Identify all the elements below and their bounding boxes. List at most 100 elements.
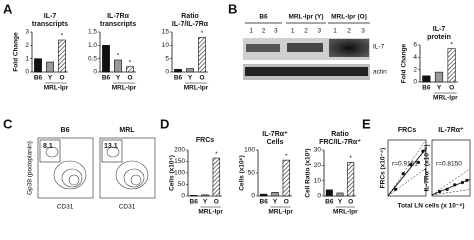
bar: [282, 159, 291, 197]
y-tick-label: 0.5: [88, 55, 97, 62]
blot-row-label: IL-7: [373, 44, 385, 51]
bar: [58, 39, 66, 73]
blot-band: [246, 44, 280, 52]
y-tick-label: 0: [93, 69, 97, 76]
group-label: MRL-lpr: [112, 85, 137, 92]
gate-value: 8.1: [43, 143, 53, 150]
page: A B C D E IL-7 actin B6 MRL 8.1 13.1 Gp3…: [3, 1, 471, 216]
lane-label: 3: [361, 28, 365, 35]
figure: A B C D E IL-7 actin B6 MRL 8.1 13.1 Gp3…: [3, 1, 471, 216]
flow-title: MRL: [119, 127, 135, 134]
bar: [186, 68, 194, 73]
y-tick-label: 6: [413, 42, 417, 49]
y-tick-label: 150: [174, 158, 185, 165]
bar: [46, 61, 54, 73]
lane-label: 2: [347, 28, 351, 35]
annotation: r=0.9161: [392, 161, 418, 168]
x-tick-label: O: [449, 85, 454, 92]
significance: *: [349, 155, 352, 162]
panel-letter: A: [3, 1, 13, 16]
flow-plots: [37, 137, 156, 199]
confidence-line: [387, 139, 427, 196]
bar: [34, 58, 42, 73]
x-tick-label: Y: [273, 199, 278, 206]
y-tick-label: 50: [248, 170, 256, 177]
chart-title: transcripts: [32, 21, 68, 28]
y-label: Cells (x10⁴): [169, 155, 176, 191]
y-label: Cell Ratio (x10³): [305, 148, 312, 197]
y-tick-label: 0: [251, 193, 255, 200]
blot-group-label: MRL-lpr (O): [331, 14, 367, 21]
plot-frame: [387, 139, 427, 197]
panel-letter: C: [3, 116, 13, 131]
chart-title: Ratio: [331, 131, 349, 138]
y-tick-label: 15: [162, 29, 170, 36]
y-label: Fold Change: [401, 43, 408, 83]
y-label: Cells (x10⁶): [239, 155, 246, 191]
bar: [347, 161, 355, 197]
significance: *: [285, 153, 288, 160]
confidence-line: [387, 168, 427, 197]
x-tick-label: B6: [34, 75, 43, 82]
flow-x-label: CD31: [57, 204, 74, 211]
blot-group-label: MRL-lpr (Y): [288, 14, 323, 21]
group-label: MRL-lpr: [268, 209, 293, 216]
x-tick-label: B6: [260, 199, 269, 206]
bar: [114, 59, 122, 73]
y-label: IL-7Rα⁺ (x10⁻⁶): [424, 144, 431, 191]
chart-title: FRCs: [398, 127, 416, 134]
lane-label: 2: [262, 28, 266, 35]
significance: *: [61, 33, 64, 40]
x-tick-label: B6: [102, 75, 111, 82]
blot-group-label: B6: [259, 14, 268, 21]
y-tick-label: 0: [165, 69, 169, 76]
lane-label: 1: [333, 28, 337, 35]
fit-line: [431, 178, 471, 196]
panel-letter: E: [362, 116, 371, 131]
y-tick-label: 200: [174, 147, 185, 154]
chart-title: IL-7Rα⁺: [438, 127, 464, 134]
y-tick-label: 1.0: [88, 42, 97, 49]
significance: *: [450, 41, 453, 48]
bar: [422, 75, 431, 83]
confidence-line: [431, 189, 471, 196]
x-tick-label: B6: [325, 199, 334, 206]
chart-title: FRC/IL-7Rα⁺: [319, 139, 361, 146]
x-tick-label: O: [284, 199, 289, 206]
chart-title: IL-7Rα: [107, 13, 130, 20]
x-tick-label: O: [199, 75, 204, 82]
blot-row-label: actin: [373, 69, 387, 76]
y-tick-label: 50: [178, 181, 186, 188]
significance: *: [215, 151, 218, 158]
x-tick-label: Y: [338, 199, 343, 206]
bar: [174, 69, 182, 73]
y-tick-label: 3: [25, 29, 29, 36]
y-label: Fold Change: [13, 32, 20, 72]
bar: [259, 193, 268, 197]
x-tick-label: B6: [422, 85, 431, 92]
x-tick-label: O: [348, 199, 353, 206]
blot: [243, 38, 370, 80]
significance: *: [117, 53, 120, 60]
point: [438, 189, 442, 194]
significance: *: [129, 59, 132, 66]
bar: [189, 195, 198, 197]
bar: [102, 45, 110, 73]
x-label: Total LN cells (x 10⁻⁸): [397, 203, 464, 210]
bar: [198, 37, 206, 73]
y-tick-label: 4: [413, 54, 417, 61]
y-tick-label: 10: [162, 42, 170, 49]
x-tick-label: O: [127, 75, 132, 82]
x-tick-label: Y: [437, 85, 442, 92]
chart-title: transcripts: [100, 21, 136, 28]
y-tick-label: 0: [181, 193, 185, 200]
point: [453, 183, 457, 187]
x-tick-label: Y: [188, 75, 193, 82]
chart-title: IL-7: [433, 26, 446, 33]
point: [394, 187, 398, 191]
x-tick-label: Y: [116, 75, 121, 82]
chart-title: IL-7/IL-7Rα: [172, 21, 209, 28]
chart-title: protein: [427, 34, 451, 41]
y-tick-label: 10: [314, 177, 322, 184]
y-tick-label: 100: [244, 147, 255, 154]
